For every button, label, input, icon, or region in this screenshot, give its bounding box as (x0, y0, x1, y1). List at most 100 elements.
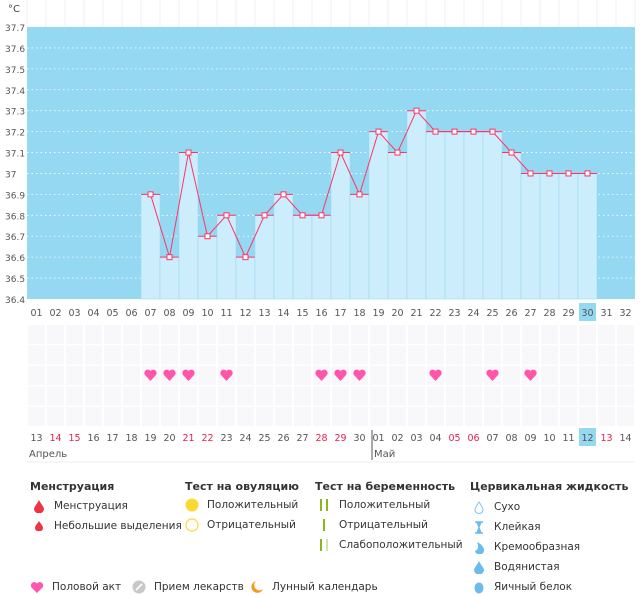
symptom-cell (294, 366, 311, 385)
cycle-day-label: 18 (353, 308, 365, 319)
symptom-cell (85, 407, 102, 426)
symptom-cell (275, 407, 292, 426)
cycle-day-label: 32 (619, 308, 631, 319)
symptom-cell (370, 325, 387, 344)
cycle-day-label: 23 (448, 308, 460, 319)
date-label: 16 (87, 433, 99, 444)
symptom-cell (617, 345, 634, 365)
legend-label: Лунный календарь (272, 581, 378, 593)
symptom-cell (522, 386, 539, 406)
cycle-day-label: 31 (600, 308, 612, 319)
symptom-cell (237, 407, 254, 426)
symptom-cell (28, 366, 45, 385)
y-tick-label: 37.2 (5, 129, 25, 139)
y-tick-label: 36.9 (5, 191, 25, 201)
cycle-day-label: 09 (182, 308, 194, 319)
symptom-cell (617, 325, 634, 344)
symptom-cell (332, 407, 349, 426)
data-point (337, 149, 344, 156)
symptom-cell (142, 407, 159, 426)
legend-label: Положительный (339, 499, 431, 511)
symptom-cell (617, 407, 634, 426)
symptom-cell (85, 325, 102, 344)
heart-icon (524, 369, 537, 381)
cycle-day-label: 16 (315, 308, 327, 319)
data-point (489, 128, 496, 135)
symptom-cell (256, 407, 273, 426)
symptom-cell (199, 407, 216, 426)
cycle-day-label: 15 (296, 308, 308, 319)
legend-pregnancy-negative: Отрицательный (317, 518, 428, 532)
symptom-cell (503, 345, 520, 365)
date-label: 07 (486, 433, 498, 444)
legend-creamy: Кремообразная (472, 540, 580, 554)
symptom-cell (370, 386, 387, 406)
symptom-cell (313, 407, 330, 426)
symptom-cell (579, 366, 596, 385)
legend-menstruation: Менструация (32, 499, 128, 513)
date-label: 26 (277, 433, 289, 444)
symptom-cell (465, 407, 482, 426)
symptom-cell (47, 386, 64, 406)
date-label: 21 (182, 433, 194, 444)
legend-spotting: Небольшие выделения (32, 519, 182, 533)
symptom-cell (66, 325, 83, 344)
y-tick-label: 37.3 (5, 108, 25, 118)
date-label: 27 (296, 433, 308, 444)
date-label: 20 (163, 433, 175, 444)
data-point (565, 170, 572, 177)
heart-icon (220, 369, 233, 381)
symptom-cell (389, 366, 406, 385)
hourglass-icon (472, 520, 486, 534)
heart-icon (30, 580, 44, 594)
cycle-day-label: 30 (581, 308, 593, 319)
cycle-day-label: 04 (87, 308, 99, 319)
filled-circle-icon (185, 498, 199, 512)
temperature-bar (292, 215, 313, 300)
date-label: 28 (315, 433, 327, 444)
data-point (432, 128, 439, 135)
symptom-cell (598, 407, 615, 426)
temperature-bar (254, 215, 275, 300)
legend-label: Яичный белок (494, 581, 573, 593)
temperature-bar (501, 152, 522, 300)
symptom-cell (123, 345, 140, 365)
drop-icon (32, 499, 46, 513)
symptom-cell (256, 345, 273, 365)
y-tick-label: 36.8 (5, 212, 25, 222)
date-label: 24 (239, 433, 251, 444)
symptom-cell (256, 325, 273, 344)
symptom-cell (66, 366, 83, 385)
symptom-cell (522, 325, 539, 344)
symptom-cell (85, 366, 102, 385)
symptom-cell (560, 345, 577, 365)
temperature-bar (444, 131, 465, 300)
oval-icon (472, 580, 486, 594)
symptom-cell (47, 325, 64, 344)
data-point (299, 212, 306, 219)
cycle-day-label: 11 (220, 308, 232, 319)
symptom-cell (85, 345, 102, 365)
legend-ovulation-negative: Отрицательный (185, 518, 296, 532)
legend-lunar: Лунный календарь (250, 580, 378, 594)
temperature-bar (197, 235, 218, 300)
symptom-cell (256, 366, 273, 385)
symptom-cell (218, 407, 235, 426)
symptom-cell (351, 407, 368, 426)
temperature-bar (273, 194, 294, 300)
cycle-day-label: 27 (524, 308, 536, 319)
current-day-highlight (579, 303, 596, 321)
water-drop-icon (472, 560, 486, 574)
legend-menstruation-title: Менструация (30, 480, 115, 493)
symptom-cell (237, 345, 254, 365)
month-label: Май (374, 449, 395, 460)
cycle-day-label: 12 (239, 308, 251, 319)
data-point (223, 212, 230, 219)
symptom-cell (142, 325, 159, 344)
heart-icon (429, 369, 442, 381)
symptom-cell (465, 386, 482, 406)
cycle-day-label: 10 (201, 308, 213, 319)
y-tick-label: 36.5 (5, 275, 25, 285)
temperature-bar (235, 256, 256, 300)
data-point (147, 191, 154, 198)
